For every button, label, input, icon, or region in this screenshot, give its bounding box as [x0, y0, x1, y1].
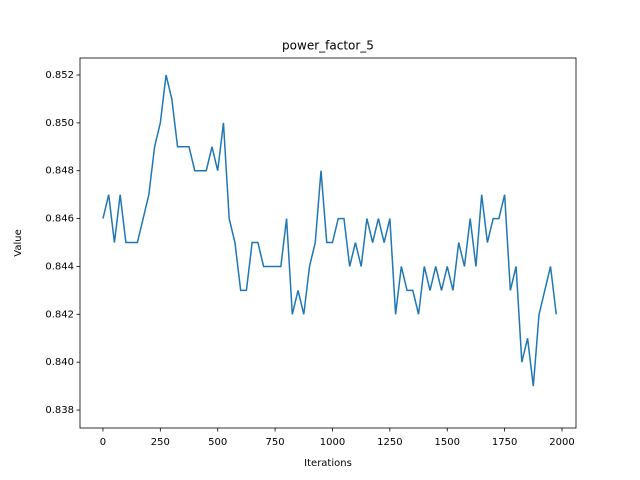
- y-tick-label: 0.850: [45, 118, 74, 129]
- x-tick-label: 1250: [377, 437, 402, 448]
- y-tick-label: 0.842: [45, 309, 74, 320]
- plot-frame: [79, 57, 577, 429]
- x-tick-label: 750: [266, 437, 285, 448]
- data-line: [102, 74, 558, 387]
- x-tick-label: 500: [208, 437, 227, 448]
- y-tick-label: 0.852: [45, 70, 74, 81]
- x-axis-label: Iterations: [304, 458, 352, 469]
- y-tick-label: 0.838: [45, 405, 74, 416]
- x-tick-label: 1500: [435, 437, 460, 448]
- x-tick-label: 2000: [549, 437, 574, 448]
- x-tick-label: 1000: [320, 437, 345, 448]
- x-tick-label: 0: [100, 437, 106, 448]
- y-tick-label: 0.844: [45, 261, 74, 272]
- x-tick-label: 250: [151, 437, 170, 448]
- y-axis-label: Value: [13, 229, 24, 256]
- chart-title: power_factor_5: [282, 39, 374, 53]
- y-tick-label: 0.848: [45, 166, 74, 177]
- y-tick-label: 0.840: [45, 357, 74, 368]
- y-tick-label: 0.846: [45, 214, 74, 225]
- x-tick-label: 1750: [492, 437, 517, 448]
